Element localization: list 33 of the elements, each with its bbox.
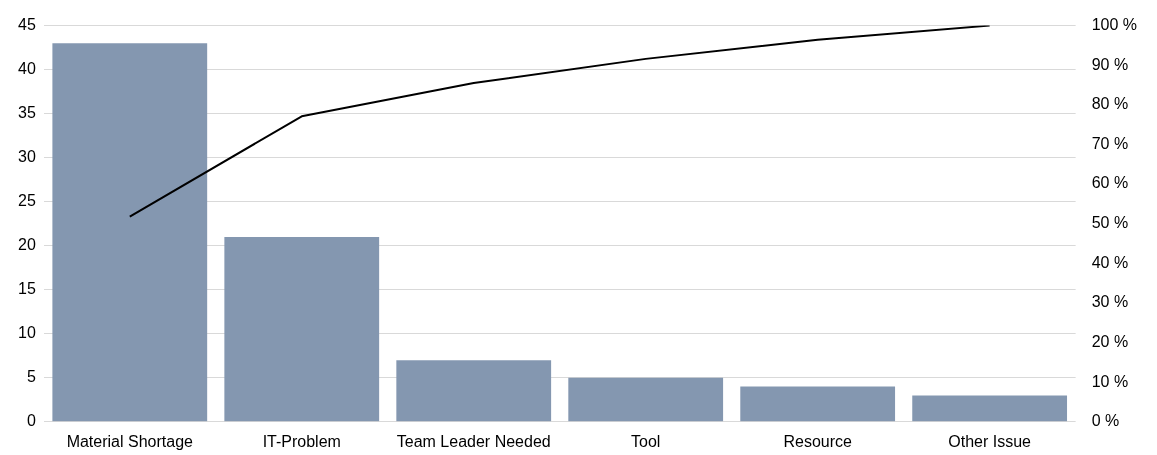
bar xyxy=(740,386,896,422)
x-tick-label: Team Leader Needed xyxy=(396,432,551,450)
y2-tick-label: 40 % xyxy=(1091,253,1129,271)
bar xyxy=(224,236,380,422)
x-tick-label: Resource xyxy=(783,432,853,450)
y-tick-label: 25 xyxy=(18,192,36,210)
y-tick-label: 10 xyxy=(18,324,36,342)
bar xyxy=(52,43,208,422)
bar xyxy=(912,395,1068,422)
y-tick-label: 30 xyxy=(18,148,36,166)
y-tick-label: 40 xyxy=(18,60,36,78)
y2-tick-label: 10 % xyxy=(1091,372,1129,390)
y2-tick-label: 90 % xyxy=(1091,55,1129,73)
y-tick-label: 15 xyxy=(18,280,36,298)
y2-tick-label: 70 % xyxy=(1091,134,1129,152)
y-tick-label: 20 xyxy=(18,236,36,254)
y2-tick-label: 100 % xyxy=(1091,16,1138,34)
bar xyxy=(396,360,552,422)
bar xyxy=(568,377,724,422)
y-tick-label: 5 xyxy=(26,368,36,386)
y2-tick-label: 0 % xyxy=(1091,412,1120,430)
y2-tick-label: 60 % xyxy=(1091,174,1129,192)
x-tick-label: Material Shortage xyxy=(66,432,194,450)
x-tick-label: Tool xyxy=(631,432,661,450)
y-tick-label: 45 xyxy=(18,16,36,34)
y2-tick-label: 20 % xyxy=(1091,332,1129,350)
x-tick-label: Other Issue xyxy=(948,432,1032,450)
y-tick-label: 0 xyxy=(26,412,36,430)
y2-tick-label: 50 % xyxy=(1091,214,1129,232)
y2-tick-label: 80 % xyxy=(1091,95,1129,113)
x-tick-label: IT-Problem xyxy=(262,432,341,450)
y2-tick-label: 30 % xyxy=(1091,293,1129,311)
y-tick-label: 35 xyxy=(18,104,36,122)
